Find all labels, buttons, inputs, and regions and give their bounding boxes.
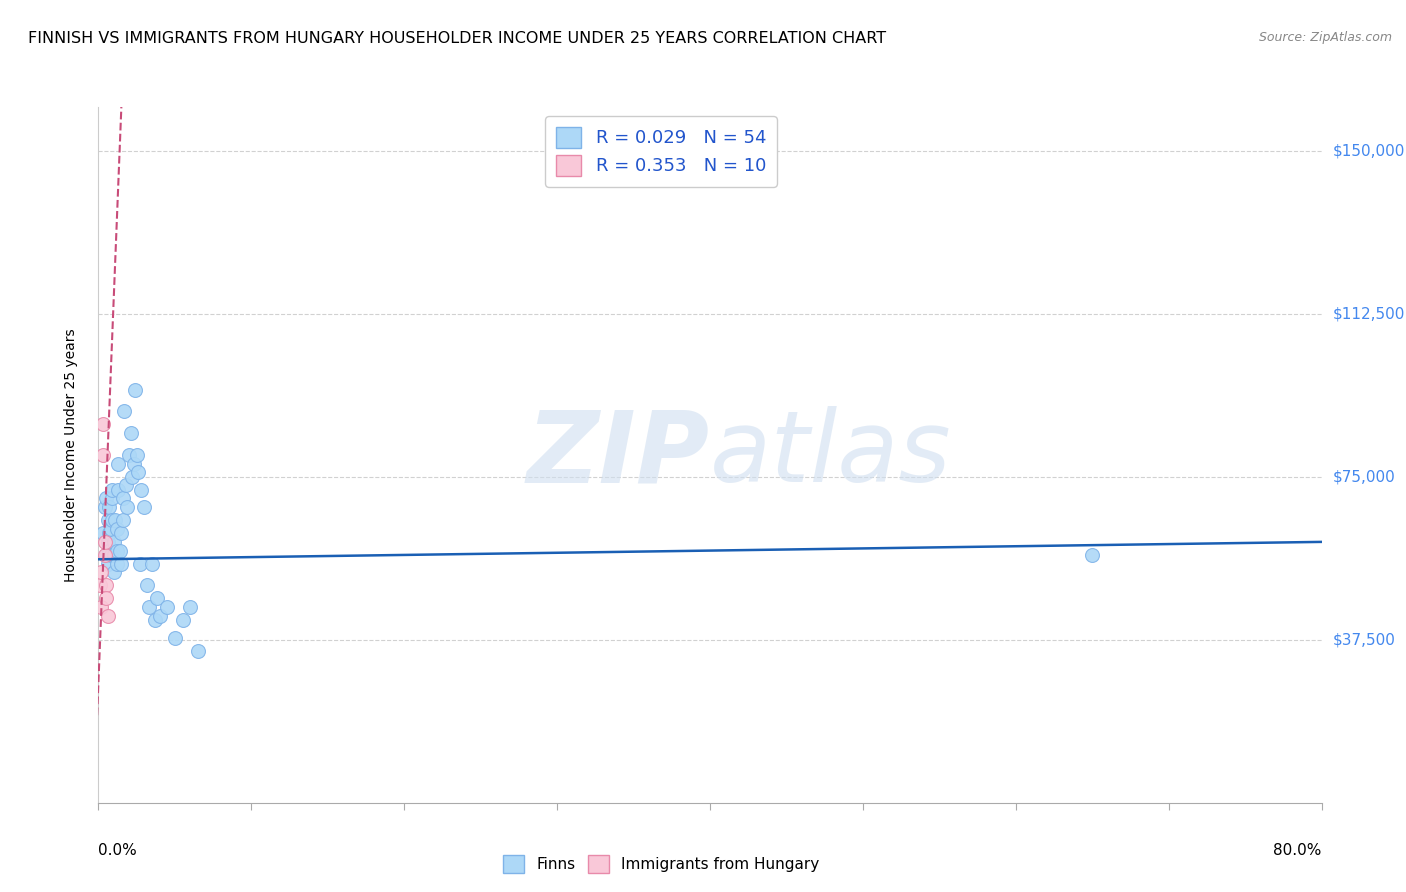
Point (101, 491, 124, 506)
Point (128, 557, 150, 571)
Point (145, 591, 167, 606)
Text: 80.0%: 80.0% (1274, 843, 1322, 858)
Text: ZIP: ZIP (527, 407, 710, 503)
Point (98, 526, 121, 541)
Point (111, 491, 134, 506)
Point (112, 404, 135, 418)
Point (94, 548, 117, 562)
Point (143, 613, 166, 627)
Point (103, 566, 125, 580)
Point (1081, 548, 1104, 562)
Point (121, 469, 143, 483)
Point (117, 500, 139, 514)
Legend: Finns, Immigrants from Hungary: Finns, Immigrants from Hungary (496, 849, 825, 879)
Point (105, 543, 128, 558)
Point (172, 613, 194, 627)
Point (97, 513, 120, 527)
Point (120, 426, 142, 441)
Point (91, 526, 114, 541)
Point (91, 448, 114, 462)
Point (129, 483, 152, 497)
Point (101, 483, 124, 497)
Point (187, 643, 209, 657)
Point (111, 513, 134, 527)
Y-axis label: Householder Income Under 25 years: Householder Income Under 25 years (63, 328, 77, 582)
Point (107, 483, 129, 497)
Point (127, 466, 149, 480)
Point (105, 522, 128, 536)
Point (134, 500, 156, 514)
Point (94, 591, 117, 606)
Text: FINNISH VS IMMIGRANTS FROM HUNGARY HOUSEHOLDER INCOME UNDER 25 YEARS CORRELATION: FINNISH VS IMMIGRANTS FROM HUNGARY HOUSE… (28, 31, 886, 46)
Point (124, 383, 146, 397)
Point (93, 500, 115, 514)
Point (149, 608, 172, 623)
Point (110, 526, 132, 541)
Point (97, 557, 120, 571)
Point (141, 557, 163, 571)
Text: $112,500: $112,500 (1333, 306, 1405, 321)
Text: $37,500: $37,500 (1333, 632, 1396, 648)
Point (110, 557, 132, 571)
Point (89, 578, 111, 592)
Point (136, 578, 159, 592)
Point (90, 566, 112, 580)
Point (179, 600, 201, 615)
Point (94, 491, 117, 506)
Point (138, 600, 160, 615)
Point (98, 500, 121, 514)
Text: atlas: atlas (710, 407, 952, 503)
Point (163, 631, 186, 645)
Point (97, 535, 120, 549)
Point (98, 543, 121, 558)
Point (107, 457, 129, 471)
Text: Source: ZipAtlas.com: Source: ZipAtlas.com (1258, 31, 1392, 45)
Text: $75,000: $75,000 (1333, 469, 1396, 484)
Point (108, 543, 131, 558)
Point (94, 578, 117, 592)
Point (104, 513, 127, 527)
Point (100, 548, 122, 562)
Point (100, 522, 122, 536)
Text: 0.0%: 0.0% (98, 843, 138, 858)
Point (103, 548, 125, 562)
Point (93, 535, 115, 549)
Point (105, 557, 128, 571)
Point (90, 600, 112, 615)
Point (103, 535, 125, 549)
Text: $150,000: $150,000 (1333, 143, 1405, 158)
Point (97, 608, 120, 623)
Point (91, 417, 114, 432)
Point (156, 600, 179, 615)
Point (115, 478, 138, 492)
Point (101, 513, 124, 527)
Point (118, 448, 141, 462)
Point (122, 457, 145, 471)
Point (93, 548, 115, 562)
Point (125, 448, 148, 462)
